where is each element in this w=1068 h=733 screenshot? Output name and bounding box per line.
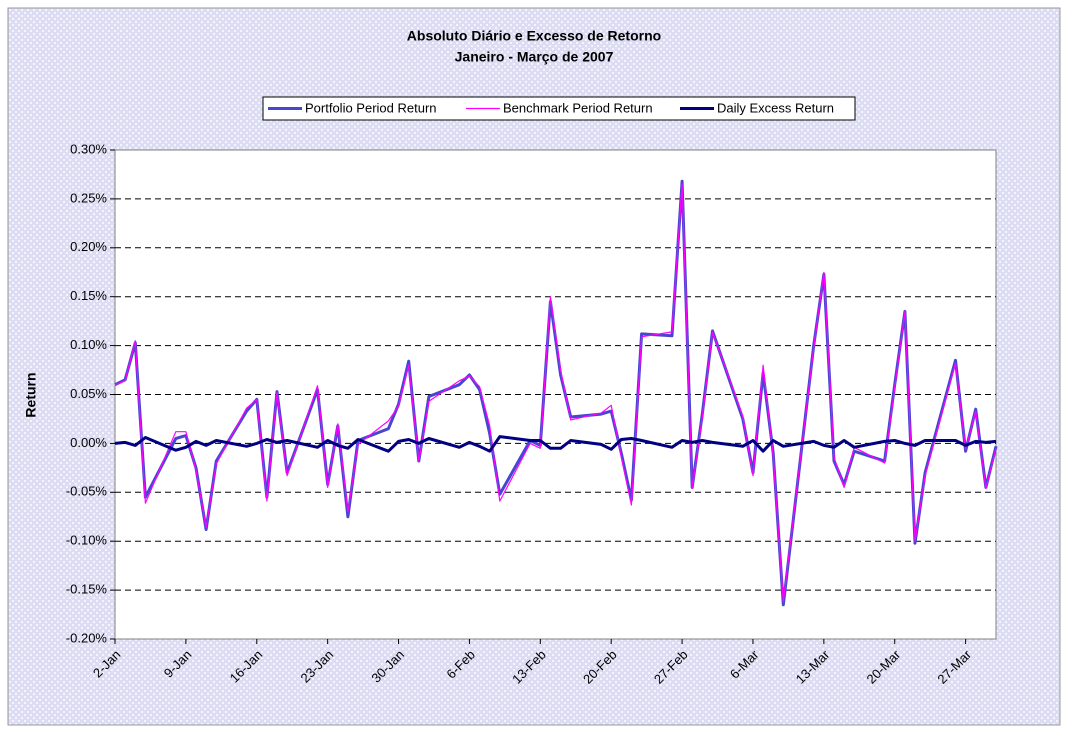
y-tick-label: 0.00% [70, 435, 107, 450]
y-tick-label: -0.10% [66, 533, 108, 548]
y-tick-label: 0.25% [70, 190, 107, 205]
chart-title: Absoluto Diário e Excesso de Retorno [407, 28, 661, 44]
y-axis-label: Return [23, 372, 39, 417]
legend-label: Portfolio Period Return [305, 100, 437, 115]
chart-subtitle: Janeiro - Março de 2007 [455, 49, 614, 65]
y-tick-label: 0.15% [70, 288, 107, 303]
legend [262, 96, 856, 121]
legend-label: Daily Excess Return [717, 100, 834, 115]
y-tick-label: 0.05% [70, 386, 107, 401]
y-tick-label: -0.20% [66, 630, 108, 645]
y-tick-label: 0.30% [70, 141, 107, 156]
y-tick-label: -0.05% [66, 484, 108, 499]
series-line [114, 183, 997, 603]
y-tick-label: -0.15% [66, 582, 108, 597]
y-tick-label: 0.10% [70, 337, 107, 352]
y-tick-label: 0.20% [70, 239, 107, 254]
legend-label: Benchmark Period Return [503, 100, 653, 115]
series-line [114, 435, 997, 453]
